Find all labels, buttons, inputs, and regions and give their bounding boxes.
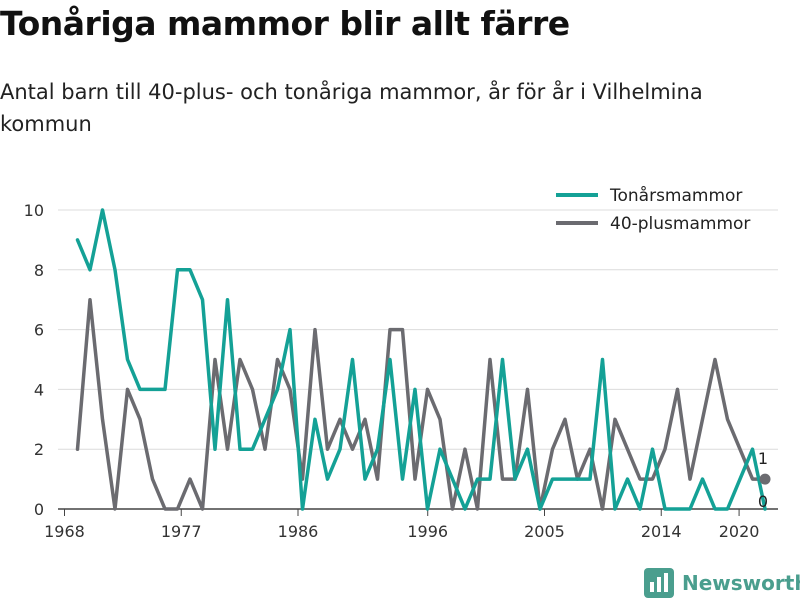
brand-logo: Newsworthy [644, 566, 800, 600]
end-label-40-plusmammor: 1 [758, 449, 768, 468]
y-tick-label: 0 [34, 500, 44, 519]
x-tick-label: 1996 [407, 522, 448, 541]
y-axis-ticks: 0 2 4 6 8 10 [24, 201, 44, 519]
y-tick-label: 6 [34, 321, 44, 340]
y-tick-label: 10 [24, 201, 44, 220]
legend: Tonårsmammor 40-plusmammor [556, 185, 750, 234]
y-tick-label: 2 [34, 440, 44, 459]
end-markers: 10 [758, 449, 771, 511]
x-tick-label: 2005 [524, 522, 565, 541]
series-line-40-plusmammor [75, 297, 767, 511]
x-tick-label: 1986 [278, 522, 319, 541]
legend-label: 40-plusmammor [610, 214, 750, 234]
series-line-tonarsmammor [75, 208, 767, 511]
x-axis-ticks: 1968 1977 1986 1996 2005 2014 2020 [44, 509, 759, 541]
y-tick-label: 4 [34, 380, 44, 399]
x-tick-label: 2020 [719, 522, 760, 541]
end-label-tonarsmammor: 0 [758, 492, 768, 511]
chart-title: Tonåriga mammor blir allt färre [0, 4, 570, 43]
x-tick-label: 2014 [641, 522, 682, 541]
newsworthy-logo-icon [644, 568, 674, 598]
brand-name: Newsworthy [682, 571, 800, 595]
y-tick-label: 8 [34, 261, 44, 280]
chart-subtitle: Antal barn till 40-plus- och tonåriga ma… [0, 80, 703, 136]
x-tick-label: 1968 [44, 522, 85, 541]
series-lines [75, 208, 767, 511]
legend-label: Tonårsmammor [609, 185, 742, 206]
end-point-40-plusmammor [759, 473, 771, 485]
x-tick-label: 1977 [161, 522, 202, 541]
